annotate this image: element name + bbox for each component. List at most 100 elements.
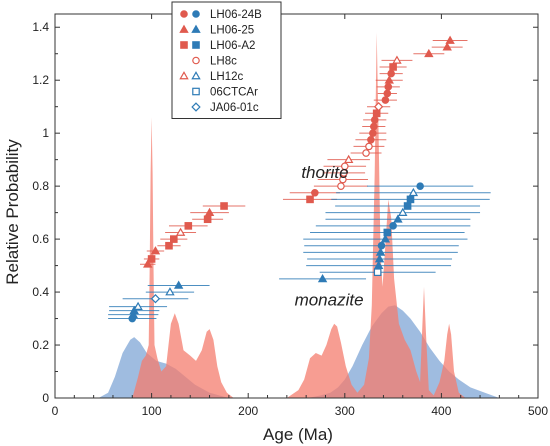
legend-marker: [191, 71, 201, 80]
legend-marker: [192, 41, 200, 49]
x-tick-label: 200: [238, 404, 258, 418]
y-tick-label: 1.4: [32, 20, 49, 34]
data-point: [375, 247, 386, 256]
y-tick-label: 0: [42, 391, 49, 405]
data-point: [317, 273, 328, 283]
data-point: [389, 63, 397, 71]
data-point: [362, 149, 370, 157]
legend-label: LH12c: [210, 71, 243, 83]
probability-curve-1: [98, 337, 229, 398]
legend-marker: [180, 41, 188, 49]
x-tick-label: 0: [52, 404, 59, 418]
data-point: [306, 195, 314, 204]
data-point: [398, 207, 408, 216]
data-point: [406, 195, 415, 204]
y-tick-label: 0.8: [32, 179, 49, 193]
data-point: [340, 162, 349, 171]
error-bars: [108, 39, 491, 320]
data-point: [184, 222, 193, 230]
data-point: [383, 89, 392, 98]
legend-marker: [191, 24, 201, 33]
data-point: [403, 202, 412, 210]
data-point: [367, 135, 375, 144]
data-point: [170, 235, 178, 243]
data-point: [369, 122, 378, 131]
x-tick-label: 400: [431, 404, 451, 418]
probability-curve-4: [286, 32, 466, 398]
legend-label: 06CTCAr: [210, 87, 258, 99]
data-point: [384, 83, 393, 91]
annotation-monazite: monazite: [295, 290, 364, 309]
y-axis-label: Relative Probability: [3, 139, 22, 285]
data-point: [365, 142, 373, 151]
y-tick-label: 0.6: [32, 232, 49, 246]
data-point: [370, 116, 379, 124]
probability-curves: [98, 32, 500, 399]
x-tick-label: 100: [142, 404, 162, 418]
data-point: [165, 241, 173, 250]
data-point: [380, 234, 391, 243]
data-point: [373, 102, 384, 112]
plot-frame: [54, 13, 539, 399]
legend-label: LH06-24B: [210, 9, 262, 21]
x-tick-label: 300: [335, 404, 355, 418]
legend: LH06-24B LH06-25 LH06-A2 LH8c LH12c 06CTCAr JA…: [171, 1, 282, 119]
y-tick-label: 0.4: [32, 285, 49, 299]
data-point: [133, 301, 143, 310]
data-point: [372, 109, 381, 118]
data-point: [173, 280, 184, 289]
data-point: [373, 260, 384, 269]
data-point: [203, 215, 212, 224]
data-point: [387, 69, 395, 78]
data-point: [442, 42, 452, 51]
y-tick-label: 0.2: [32, 338, 49, 352]
data-point: [377, 241, 386, 250]
data-point: [373, 268, 382, 277]
data-point: [424, 48, 434, 58]
data-point: [143, 259, 153, 268]
data-point: [165, 287, 175, 296]
data-point: [204, 207, 215, 216]
x-axis-label: Age (Ma): [263, 425, 333, 444]
x-tick-label: 500: [528, 404, 548, 418]
data-point: [150, 246, 161, 255]
legend-box: [171, 1, 282, 119]
legend-marker: [180, 10, 188, 18]
data-point: [311, 188, 319, 197]
data-point: [381, 96, 390, 104]
legend-marker: [191, 102, 201, 112]
data-point: [416, 182, 424, 190]
data-point: [147, 255, 156, 263]
y-tick-label: 1: [42, 126, 49, 140]
y-tick-label: 1.2: [32, 73, 49, 87]
data-markers: [128, 35, 455, 323]
data-point: [384, 75, 394, 84]
legend-label: LH06-A2: [210, 40, 255, 52]
data-point: [337, 182, 345, 190]
data-point: [129, 305, 139, 314]
data-point: [175, 227, 186, 236]
data-point: [220, 202, 228, 210]
data-point: [393, 214, 403, 223]
data-point: [128, 309, 138, 318]
data-point: [343, 154, 354, 164]
data-point: [150, 294, 161, 304]
data-point: [383, 228, 392, 237]
legend-label: LH8c: [210, 56, 237, 68]
annotation-thorite: thorite: [301, 163, 348, 182]
data-point: [369, 129, 377, 137]
legend-label: LH06-25: [210, 25, 254, 37]
legend-label: JA06-01c: [210, 102, 259, 114]
axes: 0 100 200 300 400 500 0 0.2 0.4 0.6 0.8 1 1.2 1.4 thor…: [32, 13, 548, 418]
data-point: [408, 187, 419, 197]
legend-marker: [192, 10, 200, 18]
legend-marker: [192, 56, 200, 65]
data-point: [392, 55, 402, 64]
legend-marker: [179, 71, 189, 80]
probability-curve-2: [132, 117, 234, 399]
legend-marker: [179, 24, 189, 33]
legend-marker: [192, 87, 200, 96]
data-point: [445, 35, 455, 44]
data-point: [389, 222, 397, 230]
